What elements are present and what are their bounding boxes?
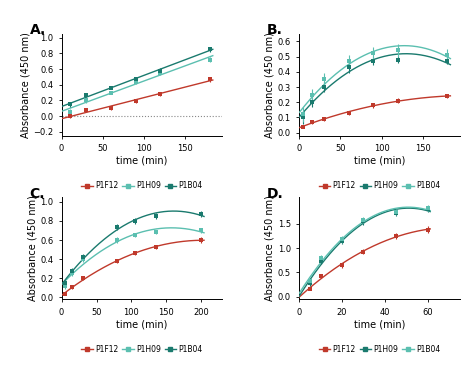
Y-axis label: Absorbance (450 nm): Absorbance (450 nm) xyxy=(27,195,37,301)
Y-axis label: Absorbance (450 nm): Absorbance (450 nm) xyxy=(20,32,30,138)
X-axis label: time (min): time (min) xyxy=(116,319,168,329)
Legend: P1F12, P1H09, P1B04: P1F12, P1H09, P1B04 xyxy=(78,178,206,193)
Text: C.: C. xyxy=(29,187,45,201)
X-axis label: time (min): time (min) xyxy=(354,156,405,166)
Legend: P1F12, P1H09, P1B04: P1F12, P1H09, P1B04 xyxy=(78,342,206,357)
Legend: P1F12, P1H09, P1B04: P1F12, P1H09, P1B04 xyxy=(316,342,443,357)
Text: B.: B. xyxy=(267,24,283,37)
Y-axis label: Absorbance (450 nm): Absorbance (450 nm) xyxy=(265,195,275,301)
Legend: P1F12, P1H09, P1B04: P1F12, P1H09, P1B04 xyxy=(316,178,443,193)
Y-axis label: Absorbance (450 nm): Absorbance (450 nm) xyxy=(265,32,275,138)
Text: D.: D. xyxy=(267,187,284,201)
X-axis label: time (min): time (min) xyxy=(116,156,168,166)
X-axis label: time (min): time (min) xyxy=(354,319,405,329)
Text: A.: A. xyxy=(29,24,46,37)
